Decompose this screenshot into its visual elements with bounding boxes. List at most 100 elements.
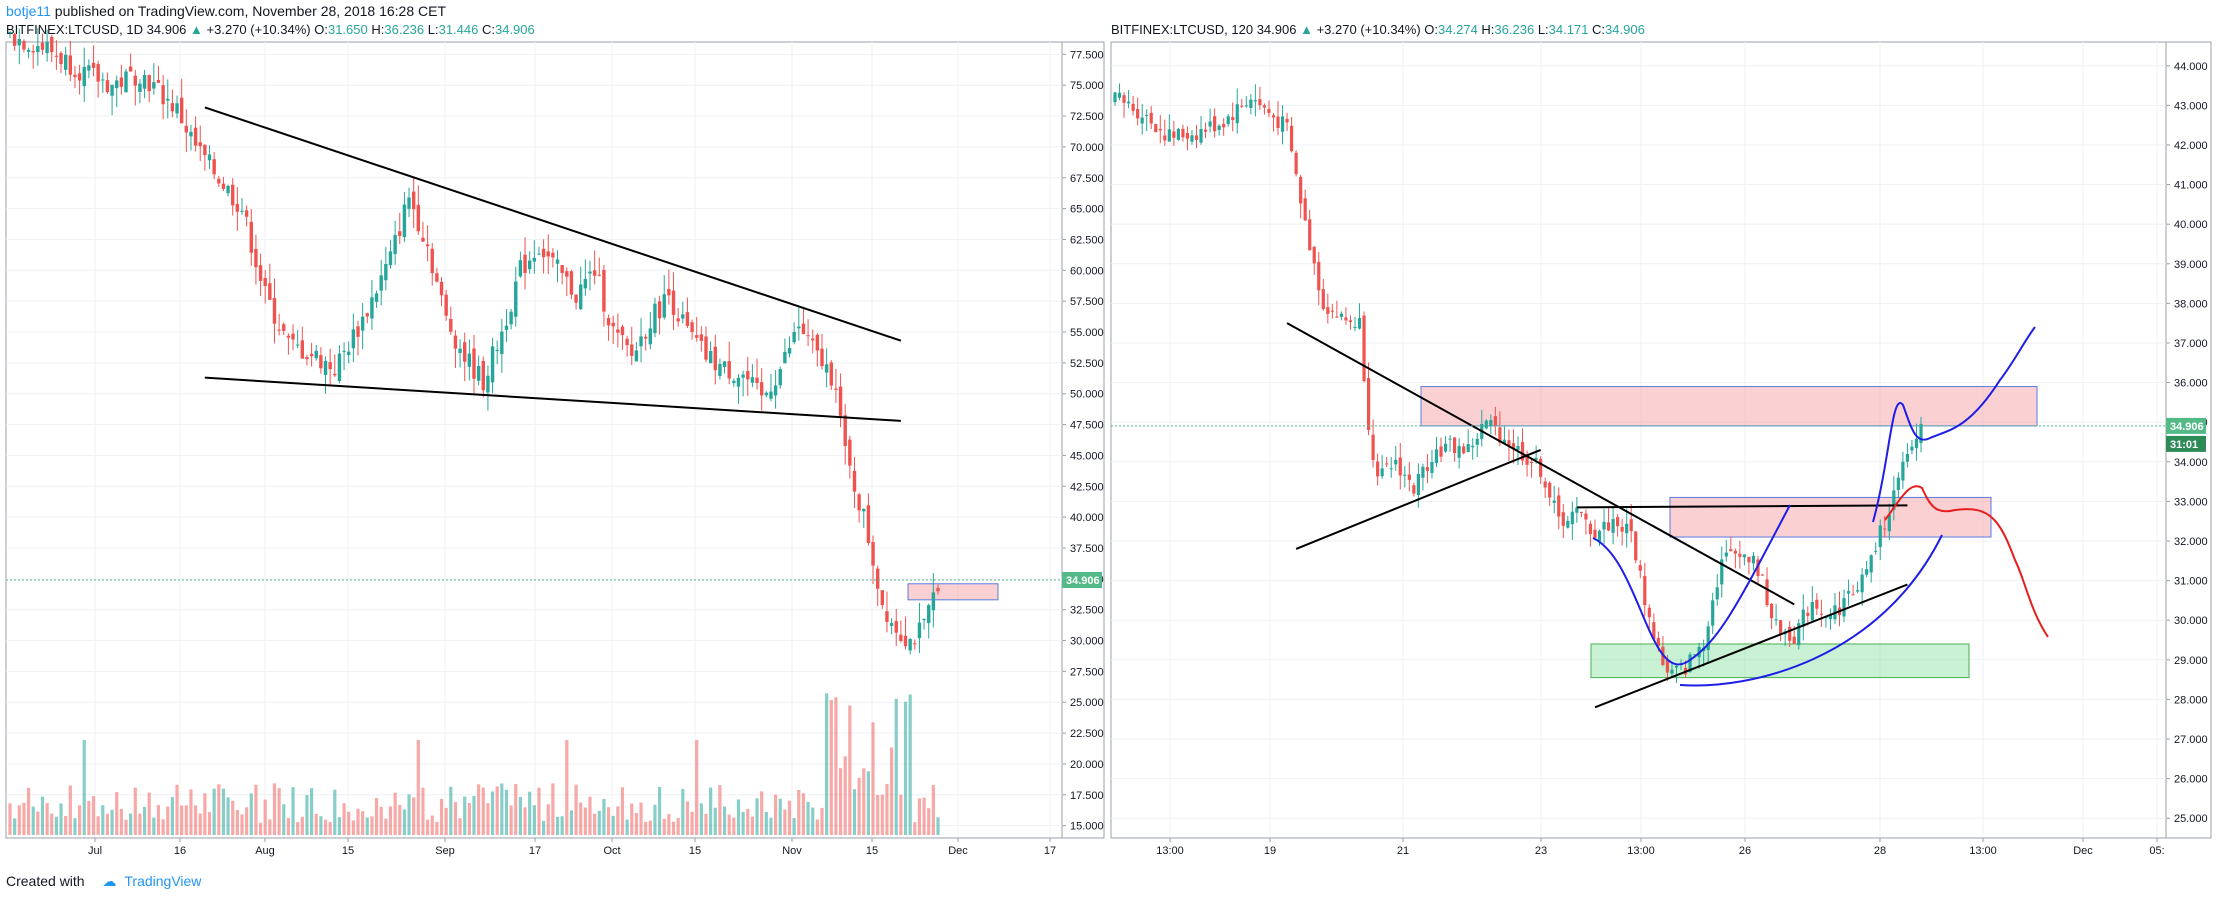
- candle: [170, 103, 175, 112]
- candle: [119, 77, 124, 87]
- footer: Created with ☁ TradingView: [6, 873, 201, 890]
- volume-bar: [704, 813, 708, 835]
- candle: [490, 346, 495, 383]
- volume-bar: [398, 804, 402, 835]
- volume-bar: [927, 808, 931, 835]
- candle: [1688, 654, 1692, 673]
- candle: [1398, 457, 1402, 476]
- candle: [1303, 198, 1307, 221]
- candle: [648, 328, 653, 345]
- candle: [193, 127, 198, 146]
- volume-bar: [579, 802, 583, 835]
- volume-bar: [806, 801, 810, 835]
- volume-bar: [662, 818, 666, 835]
- candle: [124, 71, 128, 93]
- candle: [606, 318, 611, 326]
- candle: [1851, 594, 1855, 596]
- volume-bar: [671, 821, 676, 835]
- y-tick-label: 72.500: [1070, 111, 1104, 123]
- volume-bar: [820, 807, 824, 835]
- candle: [435, 273, 439, 282]
- candle: [917, 622, 922, 639]
- candle: [1317, 261, 1321, 291]
- candle: [834, 388, 838, 390]
- y-tick-label: 28.000: [2174, 694, 2208, 706]
- candle: [857, 494, 861, 511]
- candle: [643, 336, 648, 339]
- volume-bar: [138, 813, 142, 835]
- candle: [1575, 507, 1579, 513]
- candle: [736, 377, 741, 387]
- volume-bar: [235, 810, 239, 835]
- volume-bar: [430, 815, 434, 835]
- candle: [1339, 313, 1344, 317]
- candle: [1439, 446, 1443, 457]
- volume-bar: [17, 805, 21, 835]
- volume-bar: [876, 794, 880, 835]
- candle: [105, 80, 110, 93]
- candle: [1394, 459, 1398, 465]
- open-value: 34.274: [1438, 22, 1478, 37]
- candle: [1919, 423, 1923, 444]
- volume-bar: [736, 799, 741, 835]
- candle: [1738, 553, 1742, 557]
- x-tick-label: 05:: [2149, 845, 2164, 857]
- y-tick-label: 15.000: [1070, 821, 1104, 833]
- volume-bar: [565, 740, 569, 835]
- candle: [203, 144, 207, 156]
- volume-bar: [426, 819, 430, 835]
- volume-bar: [931, 785, 935, 835]
- candle: [463, 342, 467, 362]
- candle: [1570, 511, 1574, 525]
- candle: [258, 265, 263, 281]
- volume-bar: [551, 783, 555, 835]
- candle: [555, 259, 560, 264]
- tradingview-brand-link[interactable]: TradingView: [124, 873, 202, 889]
- candle: [101, 79, 105, 81]
- volume-bar: [606, 807, 611, 835]
- up-arrow-icon: ▲: [1300, 22, 1313, 37]
- candle: [1154, 124, 1158, 133]
- chart-1-title: BITFINEX:LTCUSD, 1D 34.906 ▲ +3.270 (+10…: [6, 22, 535, 37]
- volume-bar: [616, 806, 620, 835]
- candle: [1172, 131, 1176, 138]
- volume-bar: [180, 805, 184, 835]
- author-link[interactable]: botje11: [6, 3, 51, 19]
- y-tick-label: 38.000: [2174, 298, 2208, 310]
- candle: [472, 348, 476, 379]
- candle: [1507, 440, 1511, 447]
- candle: [866, 505, 871, 543]
- volume-bar: [407, 794, 411, 835]
- candle: [546, 251, 550, 257]
- candle: [667, 289, 671, 296]
- candle: [565, 271, 569, 277]
- candle: [500, 331, 504, 355]
- candle: [458, 348, 462, 354]
- candle: [291, 333, 295, 340]
- candle: [1620, 526, 1624, 532]
- y-tick-label: 22.500: [1070, 728, 1104, 740]
- candle: [518, 260, 523, 277]
- y-tick-label: 43.000: [2174, 100, 2208, 112]
- volume-bar: [291, 787, 295, 835]
- volume-bar: [569, 810, 574, 835]
- volume-bar: [857, 777, 861, 835]
- tradingview-logo-icon[interactable]: ☁: [102, 873, 117, 889]
- candle: [681, 314, 685, 319]
- volume-bar: [319, 816, 323, 835]
- volume-bar: [40, 796, 45, 835]
- candle: [1131, 103, 1135, 111]
- candle: [50, 37, 54, 53]
- y-tick-label: 33.000: [2174, 496, 2208, 508]
- candle: [1208, 121, 1212, 127]
- candle: [620, 326, 625, 336]
- candle: [22, 40, 26, 50]
- volume-bar: [815, 819, 819, 835]
- candle: [1625, 523, 1629, 534]
- candle: [1357, 318, 1362, 329]
- volume-bar: [226, 797, 230, 835]
- candle: [425, 244, 430, 247]
- y-tick-label: 40.000: [1070, 512, 1104, 524]
- candle: [1584, 513, 1588, 520]
